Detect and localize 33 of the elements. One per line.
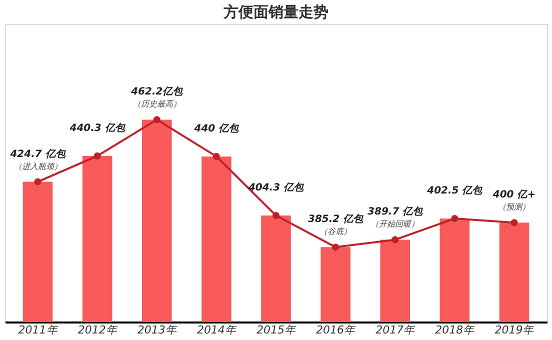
data-label: 404.3 亿包 [247, 182, 305, 194]
annotation: （进入瓶颈） [14, 162, 62, 171]
point [332, 244, 340, 251]
x-tick-label: 2011年 [18, 324, 58, 336]
annotation: （开始回暖） [371, 220, 420, 229]
point [451, 215, 458, 222]
data-label: 440 亿包 [193, 122, 240, 134]
x-tick-label: 2014年 [196, 324, 237, 336]
x-tick-label: 2013年 [137, 324, 178, 336]
chart-title: 方便面销量走势 [222, 3, 328, 21]
point [212, 152, 220, 160]
data-label: 402.5 亿包 [426, 184, 484, 197]
point [153, 116, 160, 124]
x-tick-label: 2019年 [494, 324, 535, 336]
x-tick-label: 2012年 [78, 324, 118, 336]
data-label: 462.2亿包 [130, 86, 184, 98]
data-label: 424.7 亿包 [9, 148, 66, 160]
data-label: 440.3 亿包 [68, 122, 126, 134]
data-label: 389.7 亿包 [368, 206, 424, 218]
point [34, 178, 42, 186]
x-tick-label: 2017年 [376, 324, 416, 336]
data-label: 385.2 亿包 [308, 213, 364, 226]
annotation: （谷底） [320, 227, 352, 236]
x-tick-label: 2016年 [316, 324, 356, 336]
annotation: （历史最高） [132, 100, 181, 109]
annotation: （预测） [498, 202, 530, 212]
x-tick-label: 2018年 [435, 324, 476, 336]
point [510, 219, 518, 226]
data-label: 400 亿+ [492, 188, 536, 201]
point [272, 212, 280, 220]
point [392, 236, 399, 244]
x-tick-label: 2015年 [256, 324, 296, 336]
point [94, 152, 101, 160]
